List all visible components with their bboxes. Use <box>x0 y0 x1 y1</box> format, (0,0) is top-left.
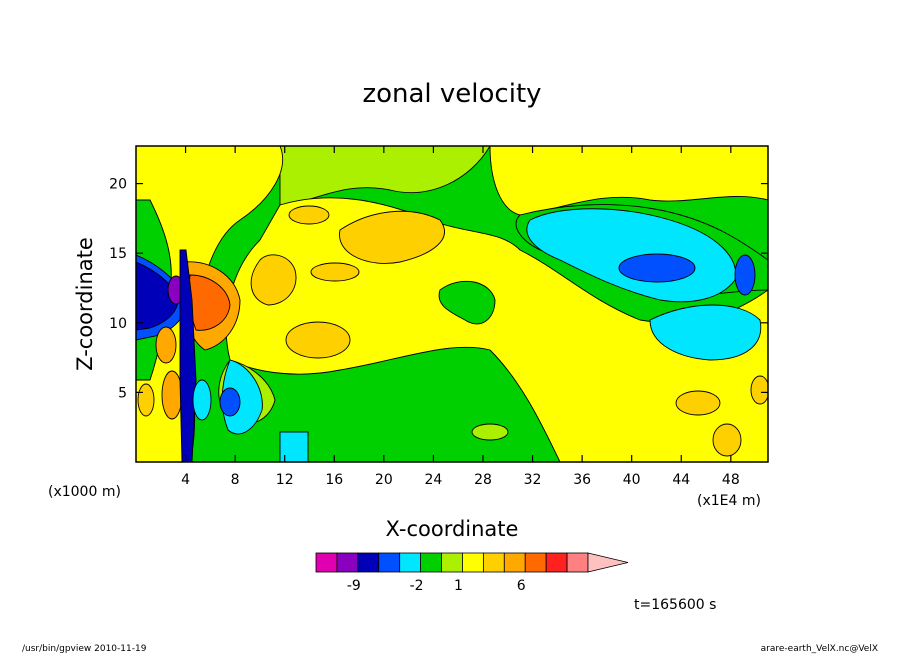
colorbar-label: -2 <box>410 578 424 594</box>
contour-region-light-blue <box>219 387 241 417</box>
colorbar-labels: -9 -2 1 6 <box>347 578 526 594</box>
x-tick-label: 44 <box>672 472 690 488</box>
contour-region-gold <box>750 375 768 405</box>
colorbar-box <box>524 552 547 573</box>
y-unit-label: (x1000 m) <box>48 484 121 500</box>
colorbar-arrow <box>587 552 629 573</box>
y-tick-label: 15 <box>109 246 127 262</box>
x-axis: 4 8 12 16 20 24 28 32 36 40 44 48 <box>181 146 740 488</box>
plot-area <box>136 146 768 462</box>
x-axis-title: X-coordinate <box>386 517 519 541</box>
contour-region-orange <box>161 370 183 420</box>
colorbar-box <box>357 552 380 573</box>
contour-region-green <box>438 280 496 325</box>
contour-region-gold <box>137 383 155 417</box>
contour-region-cyan <box>192 379 212 421</box>
contour-region-gold <box>288 205 330 225</box>
colorbar-label: 6 <box>517 578 526 594</box>
contour-region-navy <box>179 249 197 462</box>
colorbar-box <box>378 552 401 573</box>
contour-region-yellow <box>225 197 768 462</box>
time-label: t=165600 s <box>634 597 716 613</box>
x-tick-label: 12 <box>276 472 294 488</box>
x-tick-label: 32 <box>524 472 542 488</box>
x-unit-label: (x1E4 m) <box>697 493 761 509</box>
colorbar-box <box>420 552 442 573</box>
y-tick-label: 5 <box>118 385 127 401</box>
colorbar-box <box>545 552 568 573</box>
x-tick-label: 40 <box>623 472 641 488</box>
x-tick-label: 8 <box>231 472 240 488</box>
contour-region-gold <box>250 254 297 306</box>
plot-frame <box>135 145 769 463</box>
contour-region-light-blue <box>734 254 756 296</box>
contour-region-cyan <box>649 304 762 361</box>
x-tick-label: 48 <box>722 472 740 488</box>
colorbar-box <box>503 552 526 573</box>
colorbar-box <box>441 552 463 573</box>
contour-region-cyan <box>526 208 737 303</box>
footer-right: arare-earth_VelX.nc@VelX <box>761 644 878 654</box>
x-tick-label: 24 <box>424 472 442 488</box>
colorbar-box <box>336 552 359 573</box>
colorbar-box <box>566 552 589 573</box>
y-tick-label: 10 <box>109 316 127 332</box>
colorbar-box <box>399 552 422 573</box>
colorbar-box <box>315 552 338 573</box>
contour-region-yellow <box>489 146 768 216</box>
y-tick-label: 20 <box>109 177 127 193</box>
colorbar-label: 1 <box>454 578 463 594</box>
x-tick-label: 28 <box>474 472 492 488</box>
x-tick-label: 4 <box>181 472 190 488</box>
colorbar-box <box>462 552 484 573</box>
contour-region-gold <box>675 390 721 416</box>
contour-regions <box>136 146 768 462</box>
footer-left: /usr/bin/gpview 2010-11-19 <box>22 644 147 654</box>
y-axis-title: Z-coordinate <box>73 237 97 371</box>
contour-region-gold <box>310 262 360 282</box>
chart-title: zonal velocity <box>362 79 541 109</box>
contour-region-gold <box>285 321 351 359</box>
contour-region-gold <box>339 210 445 264</box>
x-tick-label: 16 <box>325 472 343 488</box>
contour-region-gold <box>712 423 742 457</box>
y-axis: 5 10 15 20 <box>109 177 768 401</box>
contour-region-light-blue <box>618 253 696 283</box>
x-tick-label: 20 <box>375 472 393 488</box>
contour-region-light-green <box>471 423 509 441</box>
colorbar-label: -9 <box>347 578 361 594</box>
x-tick-label: 36 <box>573 472 591 488</box>
colorbar-box <box>482 552 505 573</box>
colorbar <box>315 552 629 573</box>
contour-region-orange <box>155 326 177 364</box>
